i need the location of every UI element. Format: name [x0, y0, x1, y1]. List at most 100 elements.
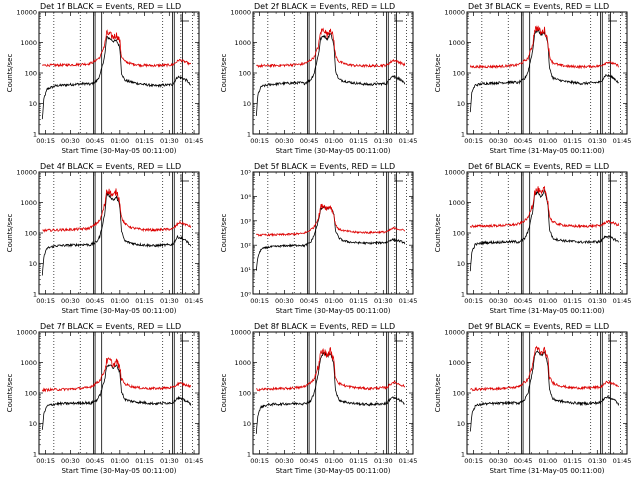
x-tick-label: 01:00	[324, 297, 343, 305]
y-tick-label: 10³	[240, 217, 251, 225]
x-tick-label: 01:15	[135, 457, 154, 465]
x-tick-label: 01:30	[588, 137, 607, 145]
x-tick-label: 01:45	[185, 457, 204, 465]
y-tick-label: 10000	[16, 329, 37, 337]
plot-frame	[466, 171, 628, 295]
y-tick-label: 1000	[20, 199, 37, 207]
y-tick-label: 10000	[16, 169, 37, 177]
x-tick-label: 01:45	[399, 297, 418, 305]
x-tick-label: 01:00	[110, 457, 129, 465]
y-tick-label: 100	[453, 70, 465, 78]
y-tick-label: 10	[243, 100, 251, 108]
x-tick-label: 01:00	[324, 137, 343, 145]
lld-series-line	[469, 25, 619, 70]
x-tick-label: 01:00	[538, 457, 557, 465]
legend-marker	[608, 174, 617, 182]
y-tick-label: 10000	[444, 9, 465, 17]
plot-frame	[252, 171, 414, 295]
y-tick-label: 10	[29, 420, 37, 428]
x-tick-label: 00:15	[36, 137, 55, 145]
x-axis-label: Start Time (31-May-05 00:11:00)	[489, 467, 604, 475]
y-tick-label: 1	[33, 451, 37, 459]
x-tick-label: 00:30	[275, 137, 294, 145]
legend-marker	[394, 334, 403, 342]
x-tick-label: 00:45	[86, 297, 105, 305]
panel-title: Det 8f BLACK = Events, RED = LLD	[254, 322, 395, 331]
y-tick-label: 10000	[16, 9, 37, 17]
legend-marker	[180, 14, 189, 22]
x-axis-label: Start Time (31-May-05 00:11:00)	[489, 147, 604, 155]
y-tick-label: 1000	[234, 39, 251, 47]
x-tick-label: 00:30	[61, 297, 80, 305]
y-tick-label: 10000	[444, 169, 465, 177]
legend-marker	[394, 174, 403, 182]
legend-marker	[608, 14, 617, 22]
y-tick-label: 1	[247, 451, 251, 459]
x-axis-label: Start Time (31-May-05 00:11:00)	[489, 307, 604, 315]
panel-title: Det 9f BLACK = Events, RED = LLD	[468, 322, 609, 331]
x-tick-label: 01:45	[613, 457, 632, 465]
x-tick-label: 00:15	[250, 457, 269, 465]
lld-series-line	[42, 188, 192, 233]
x-tick-label: 01:45	[399, 137, 418, 145]
y-tick-label: 10	[457, 260, 465, 268]
x-tick-label: 01:30	[588, 457, 607, 465]
x-tick-label: 01:45	[399, 457, 418, 465]
panel-title: Det 6f BLACK = Events, RED = LLD	[468, 162, 609, 171]
events-series-line	[469, 29, 620, 113]
panel-title: Det 7f BLACK = Events, RED = LLD	[40, 322, 181, 331]
x-tick-label: 00:15	[464, 137, 483, 145]
events-series-line	[255, 351, 405, 434]
y-tick-label: 1	[461, 451, 465, 459]
plot-frame	[466, 11, 628, 135]
x-tick-label: 01:00	[538, 297, 557, 305]
y-tick-label: 100	[453, 390, 465, 398]
y-tick-label: 10⁵	[240, 169, 251, 177]
x-axis-label: Start Time (30-May-05 00:11:00)	[275, 467, 390, 475]
lld-series-line	[256, 27, 406, 69]
y-axis-label: Counts/sec	[6, 374, 14, 413]
panel-title: Det 1f BLACK = Events, RED = LLD	[40, 2, 181, 11]
y-tick-label: 1	[461, 131, 465, 139]
x-tick-label: 00:30	[61, 137, 80, 145]
panel-8: Det 8f BLACK = Events, RED = LLD Counts/s…	[220, 322, 417, 475]
y-tick-label: 10	[457, 420, 465, 428]
x-axis-label: Start Time (30-May-05 00:11:00)	[61, 467, 176, 475]
x-tick-label: 01:00	[324, 457, 343, 465]
x-tick-label: 00:45	[514, 457, 533, 465]
events-series-line	[469, 189, 619, 272]
events-series-line	[41, 364, 192, 430]
y-tick-label: 10⁰	[240, 291, 251, 299]
x-tick-label: 00:15	[464, 457, 483, 465]
y-tick-label: 100	[239, 70, 251, 78]
y-axis-label: Counts/sec	[220, 214, 228, 253]
x-tick-label: 00:45	[300, 297, 319, 305]
x-tick-label: 00:45	[300, 457, 319, 465]
panel-3: Det 3f BLACK = Events, RED = LLD Counts/s…	[434, 2, 631, 155]
y-tick-label: 1	[33, 291, 37, 299]
y-axis-label: Counts/sec	[6, 214, 14, 253]
events-series-line	[469, 350, 620, 432]
x-tick-label: 00:30	[489, 297, 508, 305]
plot-frame	[38, 171, 200, 295]
x-tick-label: 01:30	[374, 297, 393, 305]
lld-series-line	[41, 357, 192, 393]
lld-series-line	[255, 203, 406, 237]
legend-marker	[180, 334, 189, 342]
y-tick-label: 10000	[230, 9, 251, 17]
y-tick-label: 100	[25, 230, 37, 238]
y-axis-label: Counts/sec	[434, 54, 442, 93]
x-tick-label: 00:15	[250, 297, 269, 305]
y-tick-label: 100	[239, 390, 251, 398]
x-tick-label: 00:45	[514, 137, 533, 145]
y-axis-label: Counts/sec	[434, 214, 442, 253]
x-tick-label: 00:30	[489, 137, 508, 145]
y-tick-label: 10	[29, 100, 37, 108]
legend-marker	[608, 334, 617, 342]
panel-6: Det 6f BLACK = Events, RED = LLD Counts/s…	[434, 162, 631, 315]
legend-marker	[180, 174, 189, 182]
x-tick-label: 01:15	[135, 137, 154, 145]
y-tick-label: 10	[457, 100, 465, 108]
x-tick-label: 01:30	[160, 297, 179, 305]
